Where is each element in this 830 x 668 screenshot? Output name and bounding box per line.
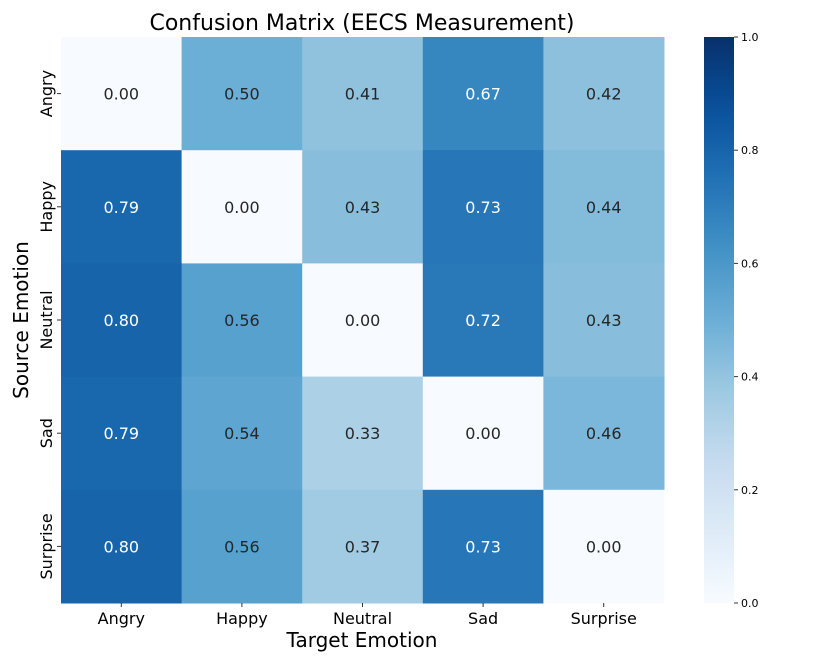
y-tick-label: Happy [37,181,56,233]
heatmap-cell [302,263,424,378]
cell-annotation: 0.56 [224,537,260,556]
cell-annotation: 0.00 [103,85,139,104]
colorbar-tick-label: 0.8 [741,144,759,157]
heatmap-cell [181,376,303,491]
cell-annotation: 0.37 [345,537,381,556]
colorbar-tick-label: 0.4 [741,371,759,384]
heatmap-cell [543,150,665,264]
cell-annotation: 0.00 [586,537,622,556]
x-tick-label: Neutral [333,609,392,628]
y-tick-label: Angry [37,70,56,117]
cell-annotation: 0.41 [345,85,381,104]
chart-title: Confusion Matrix (EECS Measurement) [149,11,574,36]
colorbar [704,37,734,603]
heatmap-cell [543,376,665,491]
heatmap-cell [543,263,665,378]
cell-annotation: 0.00 [465,424,501,443]
cell-annotation: 0.80 [103,537,139,556]
cell-annotation: 0.80 [103,311,139,330]
cell-annotation: 0.54 [224,424,260,443]
heatmap-cell [61,263,183,378]
heatmap-cell [422,150,544,264]
x-tick-label: Angry [98,609,145,628]
colorbar-tick-label: 0.6 [741,257,759,270]
cell-annotation: 0.50 [224,85,260,104]
x-tick-label: Happy [216,609,268,628]
cell-annotation: 0.72 [465,311,501,330]
heatmap-cell [302,489,424,604]
cell-annotation: 0.46 [586,424,622,443]
heatmap-cell [543,37,665,151]
heatmap-cell [181,37,303,151]
cell-annotation: 0.73 [465,198,501,217]
x-tick-label: Sad [468,609,498,628]
heatmap-cell [422,37,544,151]
heatmap-cell [61,376,183,491]
y-tick-label: Surprise [37,513,56,579]
colorbar-tick-label: 1.0 [741,31,759,44]
cell-annotation: 0.44 [586,198,622,217]
cell-annotation: 0.33 [345,424,381,443]
y-axis-label: Source Emotion [9,241,33,399]
heatmap-cell [302,150,424,264]
cell-annotation: 0.00 [224,198,260,217]
heatmap-cell [422,263,544,378]
heatmap-cell [181,489,303,604]
heatmap-cell [302,37,424,151]
heatmap-cell [302,376,424,491]
heatmap-cell [181,150,303,264]
cell-annotation: 0.56 [224,311,260,330]
cell-annotation: 0.67 [465,85,501,104]
y-tick-label: Sad [37,418,56,448]
heatmap-cell [181,263,303,378]
colorbar-tick-label: 0.2 [741,484,759,497]
x-axis-ticks: Angry Happy Neutral Sad Surprise [98,603,637,628]
x-tick-label: Surprise [571,609,637,628]
colorbar-tick-label: 0.0 [741,597,759,610]
cell-annotation: 0.43 [586,311,622,330]
cell-annotation: 0.43 [345,198,381,217]
heatmap-cell [543,489,665,604]
heatmap-cell [61,150,183,264]
heatmap-cell [61,37,183,151]
x-axis-label: Target Emotion [286,628,438,652]
cell-annotation: 0.79 [103,198,139,217]
cell-annotation: 0.00 [345,311,381,330]
cell-annotation: 0.73 [465,537,501,556]
heatmap-cell [61,489,183,604]
colorbar-ticks: 0.0 0.2 0.4 0.6 0.8 1.0 [734,31,759,610]
heatmap-cell [422,376,544,491]
y-axis-ticks: Angry Happy Neutral Sad Surprise [37,70,61,580]
y-tick-label: Neutral [37,290,56,349]
heatmap-cells: 0.00 0.50 0.41 0.67 0.42 0.79 0.00 0.43 0.73 0.44… [61,37,665,604]
heatmap-cell [422,489,544,604]
cell-annotation: 0.42 [586,85,622,104]
cell-annotation: 0.79 [103,424,139,443]
